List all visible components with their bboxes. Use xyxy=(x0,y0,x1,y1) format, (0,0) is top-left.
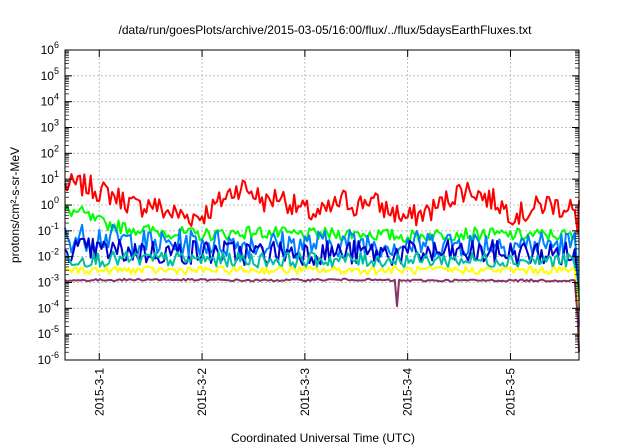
y-tick-label: 105 xyxy=(41,66,59,83)
y-tick-label: 104 xyxy=(41,92,59,109)
y-tick-label: 10-5 xyxy=(38,324,59,341)
x-axis-label: Coordinated Universal Time (UTC) xyxy=(231,431,415,445)
chart-title: /data/run/goesPlots/archive/2015-03-05/1… xyxy=(119,23,533,37)
series-line-7 xyxy=(64,277,580,353)
series-line-4 xyxy=(64,237,580,311)
series-line-6 xyxy=(64,265,580,337)
y-tick-label: 101 xyxy=(41,169,59,186)
y-tick-label: 103 xyxy=(41,118,59,135)
series-line-5 xyxy=(64,250,580,327)
x-axis: 2015-3-1 2015-3-2 2015-3-3 2015-3-4 2015-3-5 xyxy=(92,50,517,416)
y-tick-label: 106 xyxy=(41,40,59,57)
y-axis: 10-6 10-5 10-4 10-3 10-2 10-1 100 101 102 103 104 1… xyxy=(38,40,579,367)
series-line-1 xyxy=(64,173,580,233)
y-axis-label: protons/cm²-s-sr-MeV xyxy=(8,147,22,263)
x-tick-label: 2015-3-2 xyxy=(195,368,209,416)
x-tick-label: 2015-3-1 xyxy=(92,368,106,416)
x-tick-label: 2015-3-5 xyxy=(503,368,517,416)
plot-series xyxy=(64,173,580,353)
y-tick-label: 102 xyxy=(41,143,59,160)
y-tick-label: 10-3 xyxy=(38,273,59,290)
y-tick-label: 10-2 xyxy=(38,247,59,264)
y-tick-label: 10-1 xyxy=(38,221,59,238)
y-tick-label: 10-6 xyxy=(38,350,59,367)
x-tick-label: 2015-3-3 xyxy=(298,368,312,416)
y-tick-label: 100 xyxy=(41,195,59,212)
x-tick-label: 2015-3-4 xyxy=(401,368,415,416)
series-line-2 xyxy=(64,205,580,291)
y-tick-label: 10-4 xyxy=(38,298,59,315)
